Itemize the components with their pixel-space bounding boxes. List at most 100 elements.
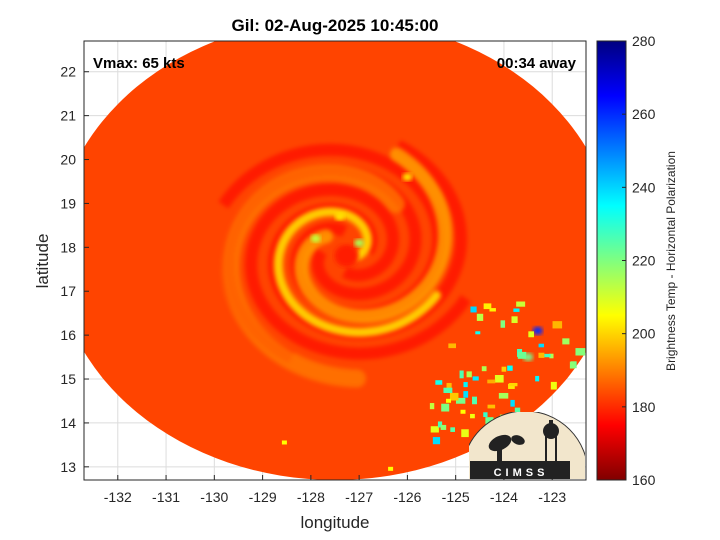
- spiral-band: [273, 207, 441, 337]
- microwave-swath: [84, 41, 597, 480]
- convective-cell: [472, 376, 479, 381]
- y-tick-label: 22: [60, 64, 76, 80]
- colorbar-label: Brightness Temp - Horizontal Polarizatio…: [664, 151, 678, 371]
- convective-cell: [538, 343, 545, 348]
- plot-border: [83, 40, 587, 481]
- inner-band: [334, 212, 345, 221]
- vmax-annotation: Vmax: 65 kts: [93, 55, 185, 72]
- convective-cell: [472, 396, 477, 405]
- y-tick-label: 15: [60, 371, 76, 387]
- convective-cell: [430, 426, 439, 433]
- convective-cell: [507, 365, 513, 371]
- colorbar-tick-label: 180: [632, 399, 656, 415]
- y-tick-label: 20: [60, 152, 76, 168]
- y-tick-label: 17: [60, 283, 76, 299]
- x-tick-label: -129: [249, 489, 277, 505]
- x-tick-label: -131: [152, 489, 180, 505]
- y-tick-label: 19: [60, 195, 76, 211]
- convective-cell: [443, 387, 453, 393]
- convective-cell: [494, 374, 504, 383]
- convective-cell: [517, 351, 527, 359]
- convective-cell: [500, 320, 506, 328]
- outer-band: [245, 183, 471, 360]
- convective-cell: [516, 301, 526, 307]
- y-tick-label: 16: [60, 327, 76, 343]
- convective-cell: [510, 399, 515, 407]
- colorbar-tick-label: 160: [632, 472, 656, 488]
- x-axis-label: longitude: [300, 513, 369, 532]
- colorbar: 160 180 200 220 240 260 280 Brightness Temp - …: [596, 33, 678, 488]
- convective-cell: [549, 353, 554, 359]
- convective-cell: [281, 440, 287, 445]
- convective-cell: [450, 427, 455, 432]
- spiral-band: [221, 163, 405, 388]
- x-tick-label: -130: [200, 489, 228, 505]
- x-tick-label: -123: [538, 489, 566, 505]
- convective-cell: [460, 409, 466, 414]
- time-offset-annotation: 00:34 away: [497, 55, 577, 72]
- convective-cell: [440, 424, 447, 430]
- convective-cell: [485, 417, 494, 424]
- colorbar-tick-label: 220: [632, 253, 656, 269]
- convective-cell: [432, 437, 441, 445]
- cimss-logo-text: CIMSS: [494, 467, 549, 479]
- convective-cell: [508, 383, 515, 389]
- convective-cell: [476, 313, 484, 321]
- colorbar-tick-label: 260: [632, 106, 656, 122]
- x-tick-label: -128: [297, 489, 325, 505]
- convective-cell: [528, 331, 534, 338]
- convective-cell: [562, 338, 570, 345]
- x-tick-label: -126: [393, 489, 421, 505]
- y-tick-label: 21: [60, 108, 76, 124]
- swath-background: [84, 41, 586, 480]
- x-tick-label: -124: [490, 489, 518, 505]
- convective-cell: [544, 353, 551, 358]
- eyewall-west: [310, 234, 321, 243]
- convective-cell: [448, 343, 457, 349]
- colorbar-tick-label: 280: [632, 33, 656, 49]
- convective-cell: [459, 370, 464, 379]
- convective-cell: [489, 308, 496, 312]
- convective-cell: [552, 321, 563, 329]
- convective-cell: [463, 382, 468, 388]
- spiral-bands: [221, 147, 453, 388]
- convective-cell: [501, 366, 507, 372]
- convective-cell: [535, 375, 540, 382]
- convective-cell: [481, 366, 487, 372]
- convective-cell: [470, 306, 477, 313]
- southeast-hotspot: [532, 326, 543, 335]
- colorbar-ticks: 160 180 200 220 240 260 280: [622, 33, 656, 488]
- convective-cell: [446, 398, 452, 403]
- convective-cell: [455, 397, 466, 404]
- chart-title: Gil: 02-Aug-2025 10:45:00: [232, 16, 439, 35]
- convective-cell: [463, 391, 469, 398]
- x-tick-label: -132: [104, 489, 132, 505]
- convective-cell: [514, 407, 521, 415]
- colorbar-gradient: [596, 40, 627, 481]
- convective-cell: [470, 413, 475, 419]
- convective-cell: [511, 316, 518, 324]
- convective-cell: [487, 379, 496, 384]
- cimss-logo: CIMSS: [469, 412, 585, 479]
- convective-cell: [437, 421, 443, 428]
- convective-cell: [538, 352, 545, 358]
- convective-cell: [461, 429, 469, 438]
- convective-cell: [509, 382, 518, 387]
- y-axis: 13 14 15 16 17 18 19 20 21 22: [60, 64, 89, 475]
- eyewall-east: [354, 238, 365, 247]
- convective-cell: [590, 323, 597, 331]
- convective-features: [310, 173, 543, 362]
- convective-cell: [483, 412, 488, 418]
- convective-cell: [466, 371, 472, 378]
- convective-cell: [449, 392, 459, 401]
- convective-cell: [435, 380, 443, 385]
- colorbar-tick-label: 200: [632, 326, 656, 342]
- spiral-band-north: [402, 173, 413, 182]
- y-axis-label: latitude: [33, 234, 52, 289]
- y-tick-label: 18: [60, 239, 76, 255]
- convective-cell: [487, 404, 496, 409]
- convective-cell: [388, 466, 394, 471]
- y-tick-label: 13: [60, 459, 76, 475]
- x-tick-label: -125: [442, 489, 470, 505]
